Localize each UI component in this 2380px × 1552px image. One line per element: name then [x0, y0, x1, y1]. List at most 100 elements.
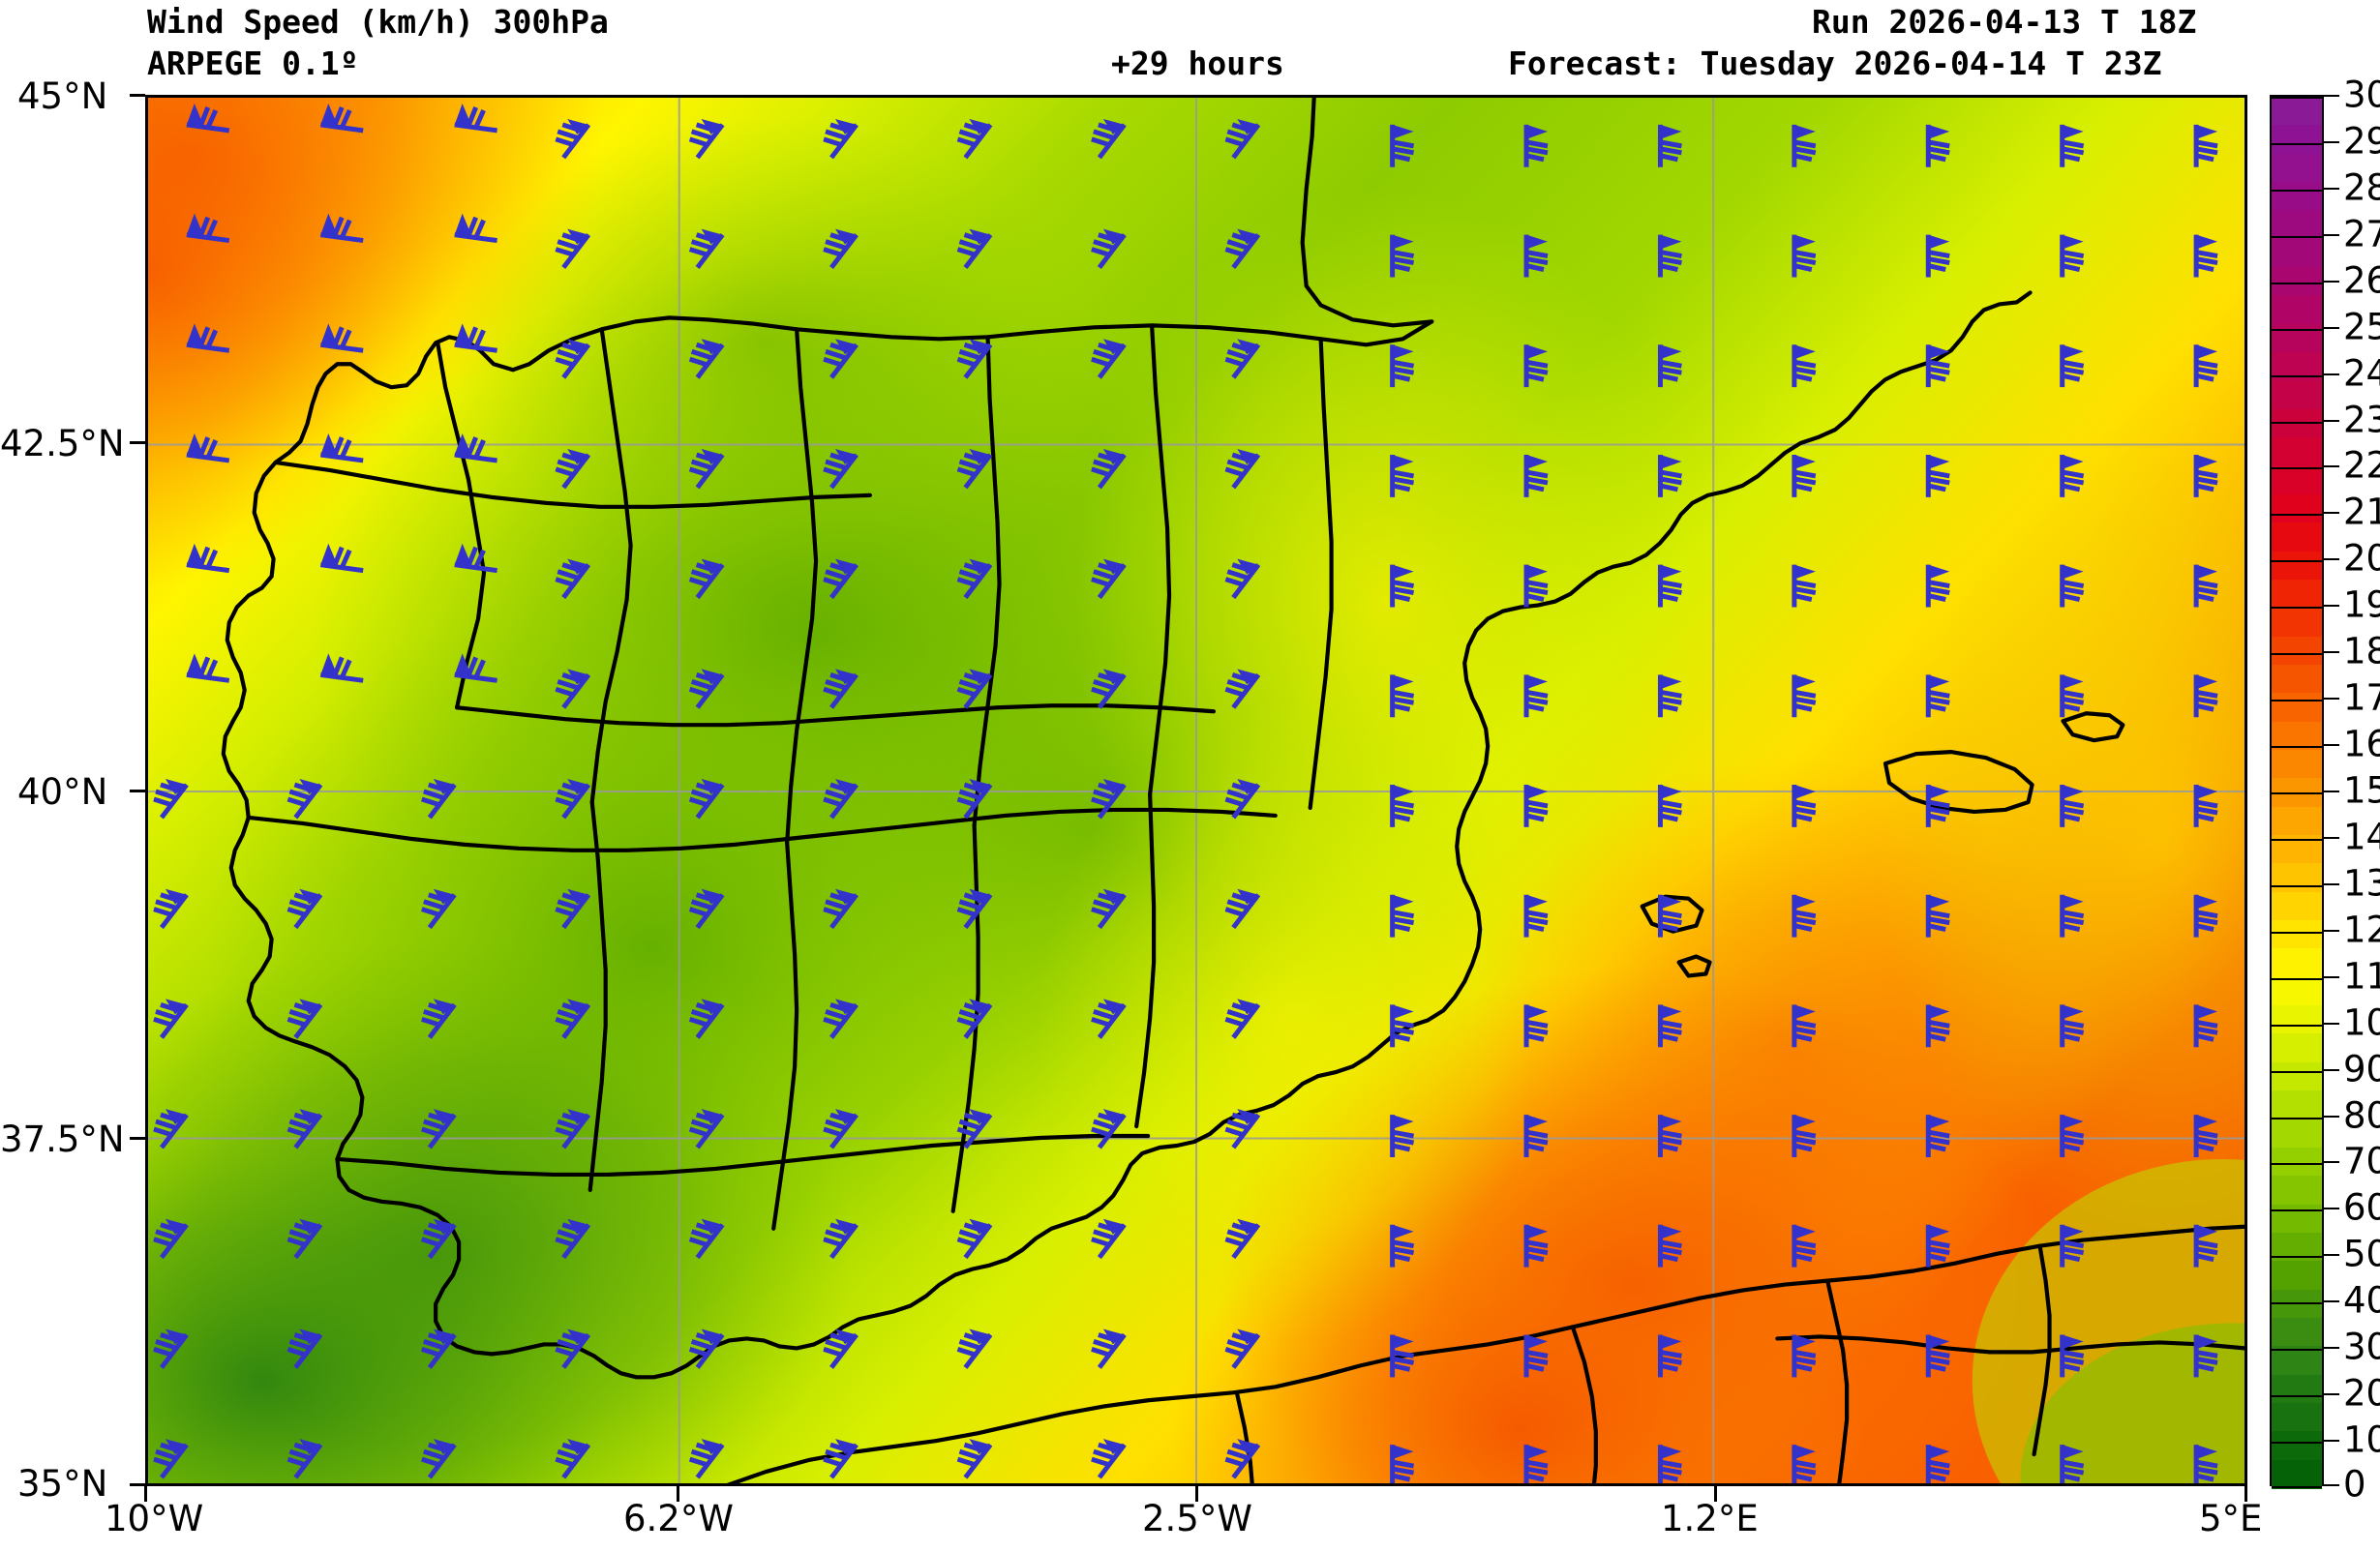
colorbar-tick-label: 210	[2343, 491, 2380, 533]
wind-barb	[2196, 1225, 2217, 1268]
wind-barb	[957, 1439, 990, 1477]
wind-barb	[2196, 785, 2217, 827]
colorbar-separator	[2272, 1209, 2322, 1212]
wind-barb	[455, 653, 497, 680]
wind-barb	[455, 104, 497, 131]
wind-barb	[154, 1439, 187, 1477]
wind-barb	[1092, 999, 1125, 1037]
wind-barb	[556, 339, 588, 377]
wind-barb	[824, 669, 857, 707]
ytick-mark	[130, 1483, 145, 1486]
wind-barb	[1225, 449, 1258, 488]
wind-barb	[422, 1219, 455, 1258]
wind-barb	[1092, 669, 1125, 707]
wind-barb	[1526, 1115, 1548, 1157]
colorbar-tick-label: 180	[2343, 630, 2380, 672]
wind-barb	[1794, 235, 1816, 278]
colorbar-separator	[2272, 792, 2322, 794]
wind-barb	[556, 1328, 588, 1367]
wind-barb	[824, 1439, 857, 1477]
wind-barb	[1225, 889, 1258, 928]
colorbar-segment	[2272, 1033, 2322, 1063]
colorbar-separator	[2272, 746, 2322, 749]
wind-barb	[1225, 1109, 1258, 1148]
map-plot-area	[145, 95, 2247, 1486]
wind-barb	[1225, 1328, 1258, 1367]
wind-barb	[2196, 1115, 2217, 1157]
colorbar-tick-label: 280	[2343, 166, 2380, 209]
wind-barb	[1660, 785, 1681, 827]
colorbar-segment	[2272, 1119, 2322, 1149]
wind-barb	[1794, 1334, 1816, 1377]
xtick-mark	[2244, 1486, 2247, 1502]
wind-barb	[1928, 1334, 1949, 1377]
wind-barb	[1393, 1334, 1414, 1377]
wind-barb	[1660, 235, 1681, 278]
wind-barb	[1225, 119, 1258, 158]
colorbar-separator	[2272, 1070, 2322, 1073]
wind-barb	[957, 339, 990, 377]
wind-barb	[1660, 1225, 1681, 1268]
colorbar-separator	[2272, 1486, 2322, 1488]
colorbar-tick-label: 80	[2343, 1094, 2380, 1137]
wind-barb	[1092, 1109, 1125, 1148]
wind-barb	[1526, 1334, 1548, 1377]
wind-barb	[556, 1219, 588, 1258]
wind-barb	[824, 559, 857, 598]
colorbar-tick-label: 20	[2343, 1372, 2380, 1415]
wind-barb	[556, 999, 588, 1037]
wind-barb	[1794, 1225, 1816, 1268]
wind-barb	[1526, 785, 1548, 827]
wind-barb	[1794, 1115, 1816, 1157]
wind-barb	[1393, 1004, 1414, 1047]
wind-barb	[2196, 1445, 2217, 1485]
wind-barb	[320, 214, 363, 241]
colorbar-segment	[2272, 920, 2322, 950]
colorbar-gradient	[2270, 95, 2324, 1489]
wind-barb	[1526, 895, 1548, 938]
wind-barb	[690, 1439, 723, 1477]
colorbar-tick-mark	[2324, 187, 2339, 190]
wind-barb	[690, 779, 723, 818]
wind-barb	[690, 669, 723, 707]
run-time-label: Run 2026-04-13 T 18Z	[1812, 3, 2197, 41]
wind-barb	[1660, 1115, 1681, 1157]
wind-barb	[690, 1219, 723, 1258]
colorbar-separator	[2272, 1302, 2322, 1305]
colorbar-separator	[2272, 142, 2322, 145]
wind-barb	[1928, 1225, 1949, 1268]
colorbar-tick-mark	[2324, 1068, 2339, 1071]
wind-barb	[2196, 895, 2217, 938]
chart-header: Wind Speed (km/h) 300hPa ARPEGE 0.1º +29…	[0, 0, 2380, 95]
wind-barb	[1794, 344, 1816, 387]
wind-barb	[287, 1109, 320, 1148]
wind-barb	[2063, 565, 2084, 608]
xtick-label-10w: 10°W	[105, 1498, 204, 1539]
ytick-mark	[130, 441, 145, 444]
colorbar-tick-mark	[2324, 1440, 2339, 1443]
wind-barb	[1928, 455, 1949, 497]
forecast-time-label: Forecast: Tuesday 2026-04-14 T 23Z	[1508, 45, 2162, 82]
wind-barb	[2196, 455, 2217, 497]
wind-barb	[2063, 1225, 2084, 1268]
colorbar-tick-mark	[2324, 882, 2339, 885]
colorbar-tick-label: 100	[2343, 1001, 2380, 1044]
colorbar-segment	[2272, 579, 2322, 610]
colorbar-tick-label: 200	[2343, 537, 2380, 580]
wind-barb	[1393, 895, 1414, 938]
wind-barb	[1393, 1225, 1414, 1268]
colorbar-segment	[2272, 749, 2322, 780]
wind-barb	[287, 999, 320, 1037]
wind-barb	[2063, 674, 2084, 717]
wind-barb	[2196, 235, 2217, 278]
colorbar-tick-mark	[2324, 1022, 2339, 1025]
wind-barb	[422, 1328, 455, 1367]
colorbar-tick-label: 60	[2343, 1186, 2380, 1229]
colorbar-separator	[2272, 884, 2322, 887]
colorbar-segment	[2272, 1431, 2322, 1461]
colorbar-segment	[2272, 636, 2322, 666]
wind-barb	[154, 1328, 187, 1367]
map-canvas	[145, 95, 2247, 1486]
wind-barb	[556, 119, 588, 158]
colorbar-separator	[2272, 328, 2322, 331]
